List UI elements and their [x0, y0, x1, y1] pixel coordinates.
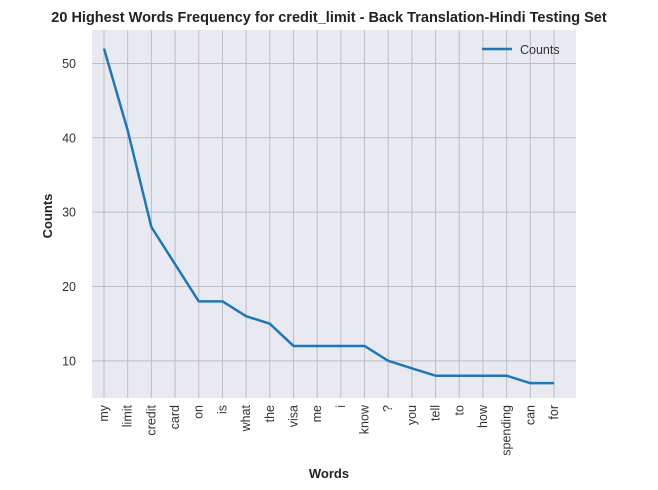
- x-axis-ticks: my limit credit card on is what the visa me i know?…: [97, 404, 561, 456]
- x-axis-label: Words: [309, 466, 349, 481]
- x-tick-label: spending: [500, 405, 514, 456]
- y-tick-label: 30: [62, 206, 76, 220]
- y-tick-label: 20: [62, 280, 76, 294]
- grid-lines: [92, 30, 576, 398]
- x-tick-label: i: [334, 405, 348, 408]
- y-tick-label: 50: [62, 57, 76, 71]
- x-tick-label: on: [192, 405, 206, 419]
- x-tick-label: limit: [121, 404, 135, 427]
- x-tick-label: can: [523, 405, 537, 425]
- x-tick-label: you: [405, 405, 419, 425]
- x-tick-label: tell: [429, 405, 443, 421]
- x-tick-label: for: [547, 405, 561, 420]
- x-tick-label: what: [239, 404, 253, 432]
- x-tick-label: me: [310, 405, 324, 422]
- legend: Counts: [482, 43, 560, 57]
- x-tick-label: my: [97, 404, 111, 421]
- x-tick-label: is: [215, 405, 229, 414]
- y-tick-label: 10: [62, 354, 76, 368]
- plot-area: [92, 30, 576, 398]
- y-tick-label: 40: [62, 131, 76, 145]
- series-line-counts: [102, 48, 554, 385]
- legend-label-counts: Counts: [520, 43, 560, 57]
- x-tick-label: the: [263, 405, 277, 422]
- y-axis-ticks: 10 20 30 40 50: [62, 57, 76, 368]
- x-tick-label: to: [452, 405, 466, 415]
- y-axis-label: Counts: [40, 194, 55, 239]
- x-tick-label: how: [476, 404, 490, 428]
- x-tick-label: ?: [381, 405, 395, 412]
- x-tick-label: visa: [286, 405, 300, 427]
- series-layer: [102, 48, 555, 385]
- x-tick-label: credit: [144, 404, 158, 435]
- x-tick-label: know: [358, 404, 372, 434]
- chart-title: 20 Highest Words Frequency for credit_li…: [51, 10, 607, 26]
- x-tick-label: card: [168, 405, 182, 429]
